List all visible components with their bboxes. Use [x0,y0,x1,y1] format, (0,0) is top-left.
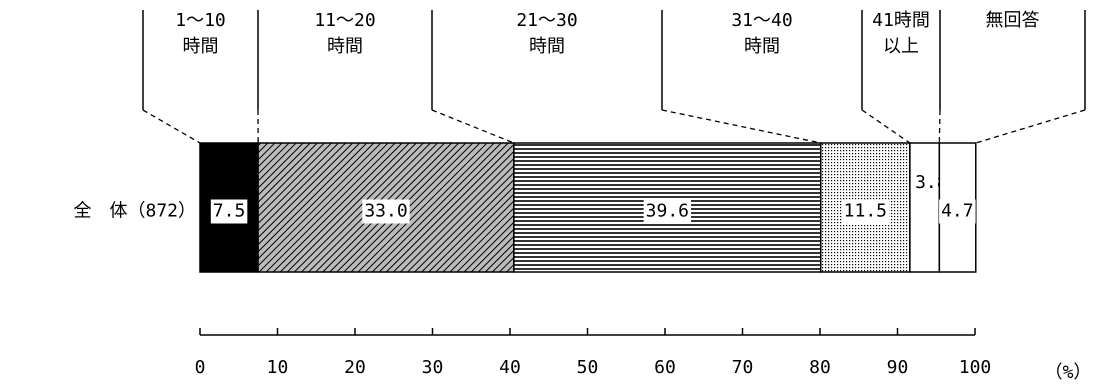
value-label-bg [210,199,248,224]
value-label: 7.5 [213,201,246,222]
leader-line [431,109,515,144]
value-label-bg [643,199,692,224]
x-tick-label: 30 [422,357,444,378]
x-tick-label: 40 [499,357,521,378]
value-label: 4.7 [941,201,974,222]
leader-line [661,109,821,144]
legend-label: 31～40 時間 [731,10,793,57]
value-label-bg [841,199,890,224]
legend-label: 11～20 時間 [314,10,376,57]
leader-line [975,109,1086,144]
legend-label: 41時間 以上 [872,10,930,57]
x-tick-label: 10 [267,357,289,378]
x-tick-label: 0 [195,357,206,378]
value-label: 33.0 [364,201,407,222]
leader-line [142,109,201,144]
x-tick-label: 100 [959,357,992,378]
value-label-bg [939,199,976,224]
x-tick-label: 90 [887,357,909,378]
value-label: 39.6 [646,201,689,222]
value-label: 11.5 [844,201,887,222]
x-tick-label: 80 [809,357,831,378]
category-label: 全 体（872） [73,201,196,222]
x-tick-label: 20 [344,357,366,378]
leader-line [938,109,941,144]
x-tick-label: 70 [732,357,754,378]
legend-label: 21～30 時間 [516,10,578,57]
leader-line [861,109,911,144]
x-tick-label: 60 [654,357,676,378]
legend-label: 無回答 [985,10,1040,31]
x-axis-label: （%） [1045,362,1092,383]
value-label-bg [362,199,410,224]
x-tick-label: 50 [577,357,599,378]
legend-label: 1～10 時間 [175,10,226,57]
bar-segment [909,142,941,273]
